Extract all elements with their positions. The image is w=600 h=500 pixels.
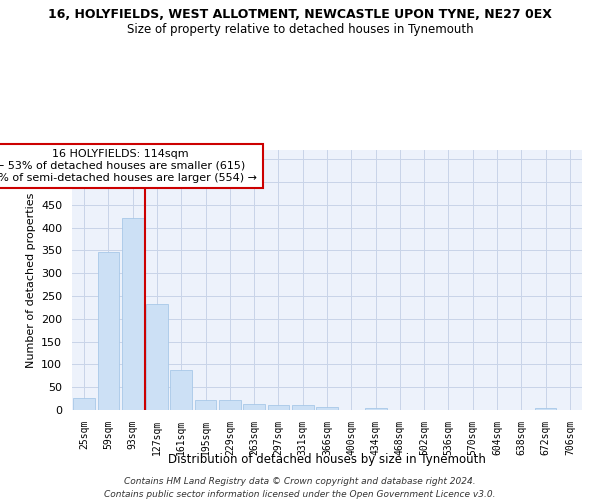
Bar [243,404,265,410]
Bar [73,398,95,410]
Text: Contains HM Land Registry data © Crown copyright and database right 2024.: Contains HM Land Registry data © Crown c… [124,478,476,486]
Bar [268,404,289,410]
Bar [535,408,556,410]
Text: Size of property relative to detached houses in Tynemouth: Size of property relative to detached ho… [127,22,473,36]
Bar [194,400,217,410]
Bar [97,252,119,410]
Text: Contains public sector information licensed under the Open Government Licence v3: Contains public sector information licen… [104,490,496,499]
Text: 16 HOLYFIELDS: 114sqm
← 53% of detached houses are smaller (615)
47% of semi-det: 16 HOLYFIELDS: 114sqm ← 53% of detached … [0,150,257,182]
Bar [122,218,143,410]
Bar [170,370,192,410]
Y-axis label: Number of detached properties: Number of detached properties [26,192,35,368]
Bar [146,304,168,410]
Text: 16, HOLYFIELDS, WEST ALLOTMENT, NEWCASTLE UPON TYNE, NE27 0EX: 16, HOLYFIELDS, WEST ALLOTMENT, NEWCASTL… [48,8,552,20]
Bar [219,400,241,410]
Bar [365,408,386,410]
Text: Distribution of detached houses by size in Tynemouth: Distribution of detached houses by size … [168,452,486,466]
Bar [316,408,338,410]
Bar [292,406,314,410]
